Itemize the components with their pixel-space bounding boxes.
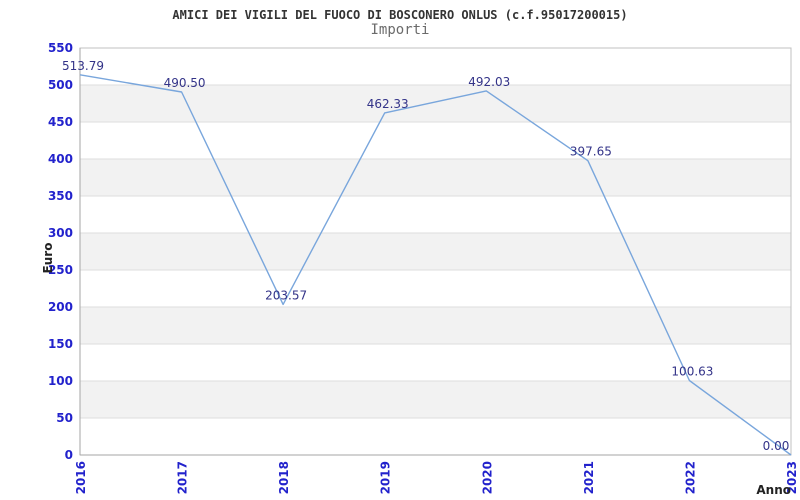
y-tick-label: 550 [48,41,73,55]
y-tick-label: 150 [48,337,73,351]
y-axis-title: Euro [41,243,55,274]
x-axis-title: Anno [756,483,791,497]
data-point-label: 100.63 [671,365,713,379]
x-tick-label: 2016 [74,461,88,494]
y-tick-label: 500 [48,78,73,92]
data-point-label: 490.50 [164,76,206,90]
y-tick-label: 450 [48,115,73,129]
x-tick-label: 2022 [683,461,697,494]
y-tick-label: 300 [48,226,73,240]
data-point-label: 492.03 [468,75,510,89]
y-tick-label: 250 [48,263,73,277]
y-tick-label: 350 [48,189,73,203]
grid-band [80,381,791,418]
x-tick-label: 2019 [379,461,393,494]
x-tick-label: 2017 [176,461,190,494]
data-point-label: 0.00 [763,439,790,453]
y-tick-label: 200 [48,300,73,314]
chart-subtitle: Importi [370,22,430,38]
y-tick-label: 400 [48,152,73,166]
grid-band [80,85,791,122]
data-line [79,74,792,456]
data-point-label: 397.65 [570,145,612,159]
x-tick-label: 2018 [277,461,291,494]
y-tick-label: 100 [48,374,73,388]
grid-band [80,159,791,196]
grid-band [80,307,791,344]
data-point-label: 462.33 [367,97,409,111]
chart-title: AMICI DEI VIGILI DEL FUOCO DI BOSCONERO … [172,8,628,22]
x-tick-label: 2020 [480,461,494,494]
data-point-label: 513.79 [62,59,104,73]
grid-band [80,233,791,270]
data-point-label: 203.57 [265,288,307,302]
y-tick-label: 0 [65,448,73,462]
x-tick-label: 2023 [785,461,799,494]
x-tick-label: 2021 [582,461,596,494]
y-tick-label: 50 [56,411,73,425]
